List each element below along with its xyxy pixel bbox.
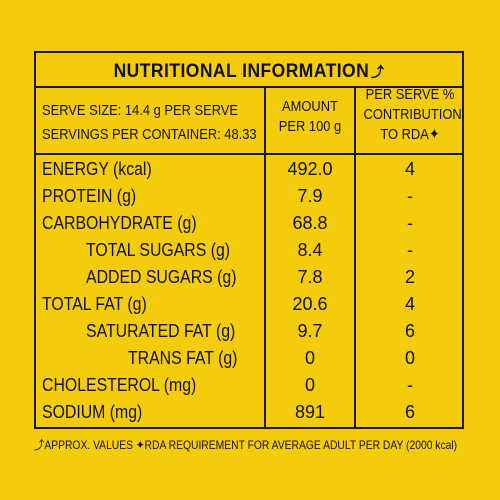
nutrient-rows: ENERGY (kcal) 492.0 4 PROTEIN (g) 7.9 - …	[36, 157, 462, 427]
column-header-rda: PER SERVE % CONTRIBUTION TO RDA✦	[363, 85, 462, 145]
nutrient-label: CARBOHYDRATE (g)	[42, 213, 197, 233]
column-divider	[354, 86, 356, 429]
nutrient-label: TRANS FAT (g)	[128, 348, 238, 368]
rda-value: -	[407, 240, 413, 260]
table-row: TRANS FAT (g) 0 0	[36, 346, 462, 373]
table-row: PROTEIN (g) 7.9 -	[36, 184, 462, 211]
nutrient-label: ADDED SUGARS (g)	[86, 267, 237, 287]
divider	[36, 86, 462, 88]
table-row: SATURATED FAT (g) 9.7 6	[36, 319, 462, 346]
amount-value: 0	[304, 375, 315, 395]
table-row: CARBOHYDRATE (g) 68.8 -	[36, 211, 462, 238]
nutrient-label: SODIUM (mg)	[42, 402, 143, 422]
nutrition-table: NUTRITIONAL INFORMATION ⤴ SERVE SIZE: 14.…	[34, 51, 464, 429]
rda-value: 4	[404, 159, 415, 179]
amount-value: 0	[304, 348, 315, 368]
table-row: TOTAL FAT (g) 20.6 4	[36, 292, 462, 319]
amount-value: 20.6	[292, 294, 328, 314]
rda-value: -	[407, 213, 413, 233]
amount-value: 492.0	[287, 159, 333, 179]
amount-value: 68.8	[292, 213, 328, 233]
rda-value: -	[407, 375, 413, 395]
amount-value: 9.7	[297, 321, 323, 341]
servings-per-container: SERVINGS PER CONTAINER: 48.33	[42, 126, 257, 143]
table-row: SODIUM (mg) 891 6	[36, 400, 462, 427]
serving-info: SERVE SIZE: 14.4 g PER SERVE SERVINGS PE…	[42, 99, 257, 147]
table-row: ENERGY (kcal) 492.0 4	[36, 157, 462, 184]
nutrient-label: TOTAL SUGARS (g)	[86, 240, 231, 260]
column-header-rda-line: PER SERVE %	[365, 86, 455, 103]
amount-value: 891	[294, 402, 326, 422]
rda-value: -	[407, 186, 413, 206]
table-row: CHOLESTEROL (mg) 0 -	[36, 373, 462, 400]
footnote: ⤴APPROX. VALUES ✦RDA REQUIREMENT FOR AVE…	[34, 438, 458, 452]
rda-value: 6	[404, 402, 415, 422]
table-row: ADDED SUGARS (g) 7.8 2	[36, 265, 462, 292]
column-header-rda-line: CONTRIBUTION	[363, 106, 462, 123]
rda-value: 2	[404, 267, 415, 287]
table-title: NUTRITIONAL INFORMATION ⤴	[53, 61, 445, 83]
nutrient-label: ENERGY (kcal)	[42, 159, 152, 179]
amount-value: 8.4	[297, 240, 323, 260]
nutrient-label: PROTEIN (g)	[42, 186, 137, 206]
nutrient-label: SATURATED FAT (g)	[86, 321, 236, 341]
column-divider	[264, 86, 266, 429]
column-header-amount-line: PER 100 g	[278, 118, 342, 135]
column-header-amount: AMOUNT PER 100 g	[272, 97, 348, 137]
rda-value: 6	[404, 321, 415, 341]
column-header-rda-line: TO RDA✦	[380, 126, 440, 143]
column-header-amount-line: AMOUNT	[282, 98, 338, 115]
amount-value: 7.9	[297, 186, 323, 206]
amount-value: 7.8	[297, 267, 323, 287]
rda-value: 0	[404, 348, 415, 368]
divider	[36, 153, 462, 155]
rda-value: 4	[404, 294, 415, 314]
nutrient-label: TOTAL FAT (g)	[42, 294, 147, 314]
nutrient-label: CHOLESTEROL (mg)	[42, 375, 197, 395]
serve-size: SERVE SIZE: 14.4 g PER SERVE	[42, 102, 238, 119]
approx-mark-icon: ⤴	[371, 64, 385, 80]
table-row: TOTAL SUGARS (g) 8.4 -	[36, 238, 462, 265]
table-title-text: NUTRITIONAL INFORMATION	[113, 61, 370, 82]
